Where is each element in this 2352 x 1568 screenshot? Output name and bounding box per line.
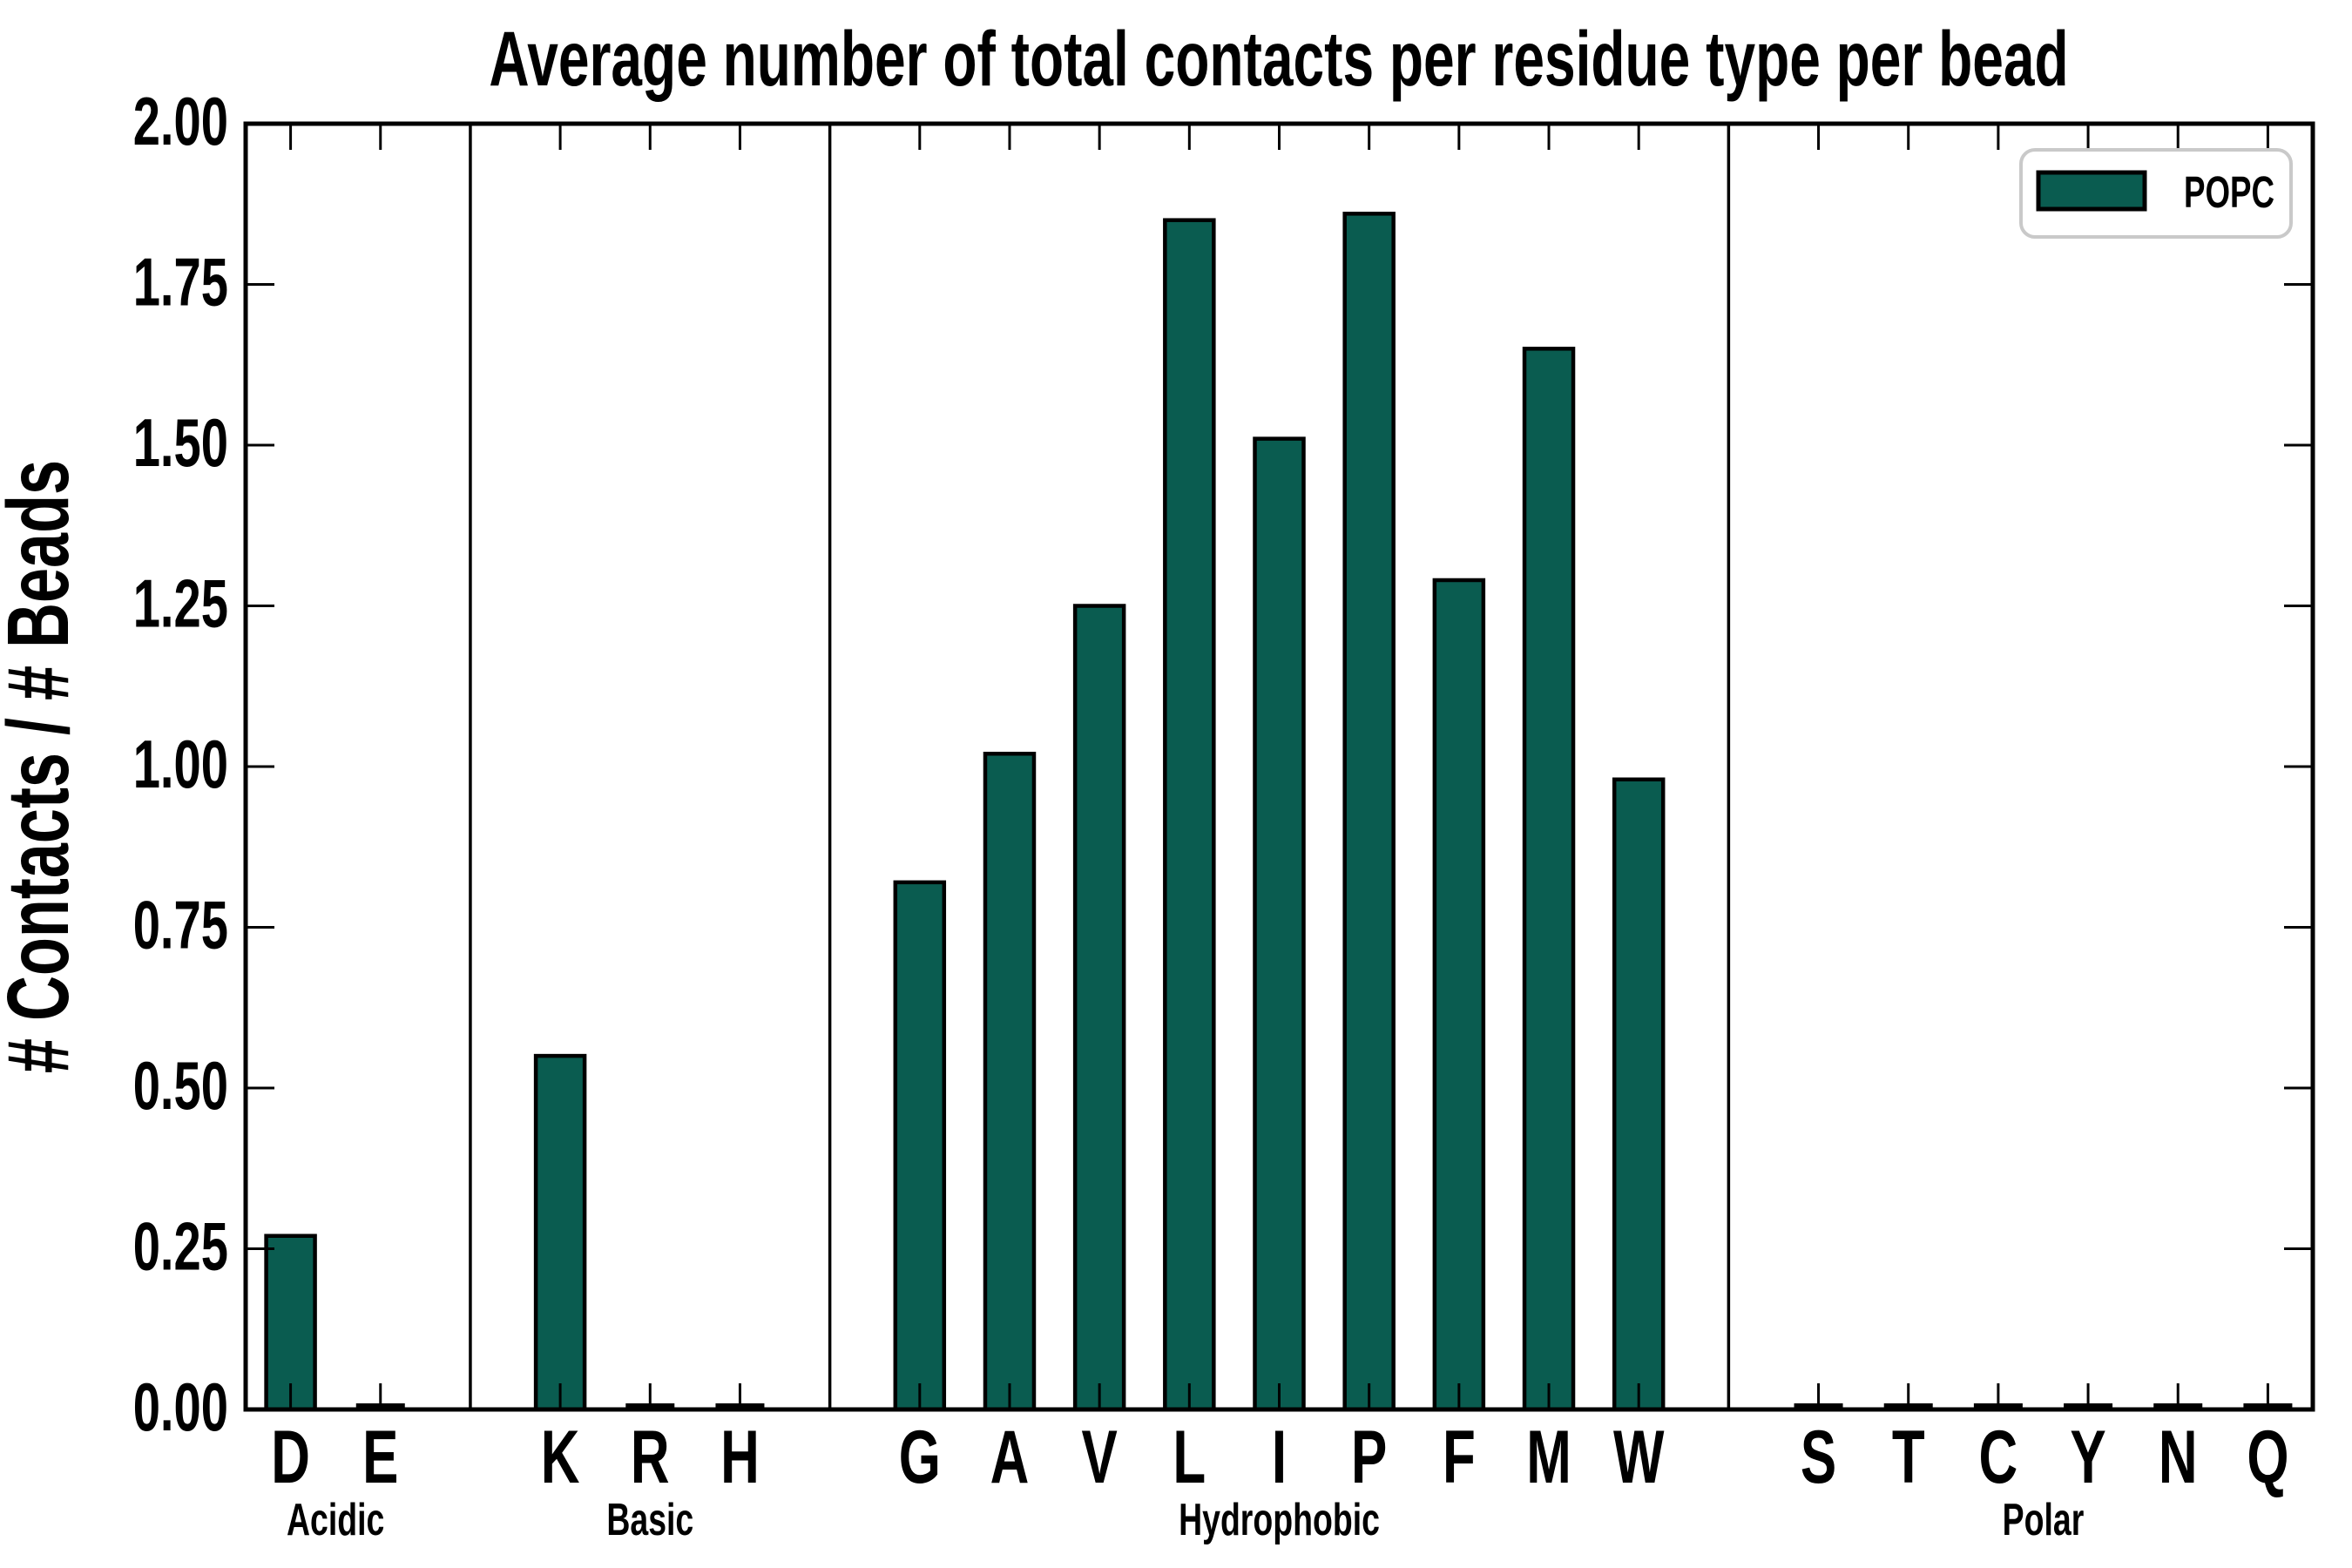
x-tick-label-Q: Q (2247, 1415, 2288, 1498)
x-tick-label-L: L (1173, 1415, 1206, 1498)
x-tick-label-W: W (1613, 1415, 1665, 1498)
x-tick-label-F: F (1443, 1415, 1476, 1498)
group-label-polar: Polar (2003, 1494, 2085, 1545)
x-tick-label-C: C (1979, 1415, 2018, 1498)
x-tick-label-G: G (899, 1415, 941, 1498)
y-tick-label-0.00: 0.00 (133, 1369, 228, 1445)
bar-F (1432, 578, 1486, 1412)
group-label-acidic: Acidic (287, 1494, 384, 1545)
x-tick-label-S: S (1801, 1415, 1836, 1498)
bar-W (1612, 777, 1666, 1412)
bar-K (533, 1053, 587, 1412)
y-tick-label-0.50: 0.50 (133, 1048, 228, 1124)
y-tick-label-1.75: 1.75 (133, 244, 228, 320)
plot-area: D E K R H G A V L I P F M W S T C Y N Q Acidic Basic Hydrophob… (133, 84, 2315, 1545)
y-tick-label-1.00: 1.00 (133, 727, 228, 802)
x-tick-label-A: A (990, 1415, 1030, 1498)
bar-L (1163, 218, 1216, 1412)
group-label-hydrophobic: Hydrophobic (1179, 1494, 1380, 1545)
y-tick-label-1.25: 1.25 (133, 565, 228, 641)
chart-title: Average number of total contacts per res… (489, 17, 2068, 103)
x-tick-label-K: K (541, 1415, 580, 1498)
y-tick-label-0.75: 0.75 (133, 887, 228, 963)
bar-I (1253, 436, 1306, 1412)
x-tick-label-V: V (1082, 1415, 1118, 1498)
legend-swatch-popc (2036, 170, 2147, 212)
y-tick-label-1.50: 1.50 (133, 405, 228, 481)
x-tick-label-D: D (271, 1415, 310, 1498)
legend-label-popc: POPC (2184, 168, 2274, 217)
x-tick-label-R: R (631, 1415, 670, 1498)
bar-G (893, 880, 947, 1412)
y-axis-label: # Contacts / # Beads (0, 460, 87, 1073)
bar-M (1522, 347, 1576, 1412)
x-tick-label-P: P (1351, 1415, 1387, 1498)
x-tick-label-M: M (1526, 1415, 1571, 1498)
y-tick-label-2.00: 2.00 (133, 84, 228, 159)
bar-A (983, 751, 1037, 1412)
x-tick-label-E: E (362, 1415, 398, 1498)
x-tick-label-N: N (2159, 1415, 2198, 1498)
x-tick-label-H: H (720, 1415, 760, 1498)
x-tick-label-I: I (1272, 1415, 1287, 1498)
bar-P (1342, 212, 1396, 1412)
bar-V (1072, 604, 1126, 1412)
x-tick-label-Y: Y (2070, 1415, 2105, 1498)
axis-frame (243, 121, 2315, 1412)
legend: POPC (2019, 148, 2293, 239)
group-label-basic: Basic (606, 1494, 693, 1545)
y-tick-label-0.25: 0.25 (133, 1208, 228, 1284)
x-tick-label-T: T (1892, 1415, 1925, 1498)
